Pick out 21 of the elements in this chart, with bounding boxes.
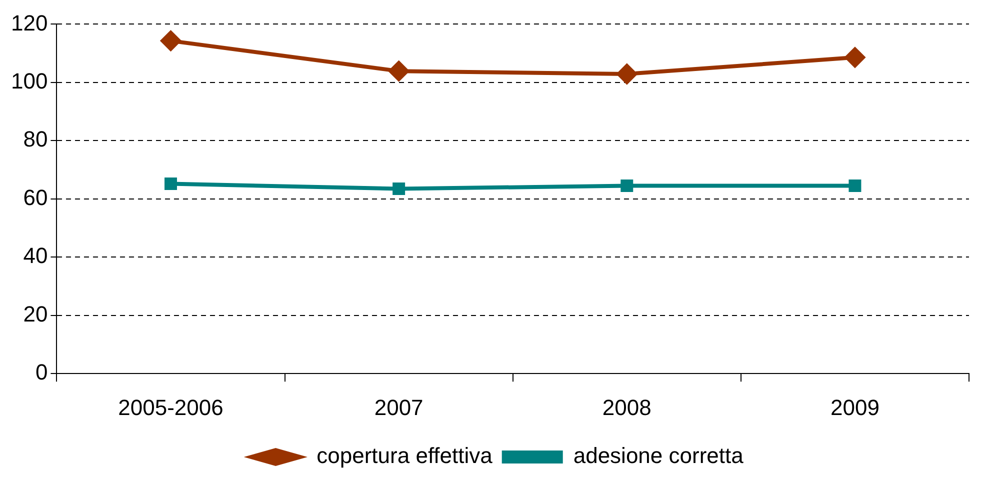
- y-tick-label: 60: [23, 184, 48, 210]
- legend-label: adesione corretta: [573, 443, 744, 468]
- y-tick-label: 40: [23, 243, 48, 268]
- legend-label: copertura effettiva: [316, 443, 494, 468]
- point: [160, 30, 181, 51]
- point: [620, 180, 634, 192]
- point: [388, 61, 409, 82]
- point: [164, 178, 177, 190]
- point: [848, 180, 862, 192]
- x-tick-label: 2005-2006: [118, 394, 224, 420]
- x-tick-label: 2007: [374, 394, 424, 420]
- x-tick-label: 2009: [830, 394, 880, 420]
- y-tick-label: 0: [35, 360, 48, 385]
- y-tick-label: 100: [10, 68, 48, 94]
- point: [616, 64, 637, 84]
- x-tick-label: 2008: [602, 394, 652, 420]
- y-tick-label: 20: [23, 301, 48, 326]
- point: [844, 47, 865, 68]
- y-tick-label: 120: [10, 10, 48, 36]
- y-tick-label: 80: [23, 126, 48, 152]
- point: [392, 182, 406, 195]
